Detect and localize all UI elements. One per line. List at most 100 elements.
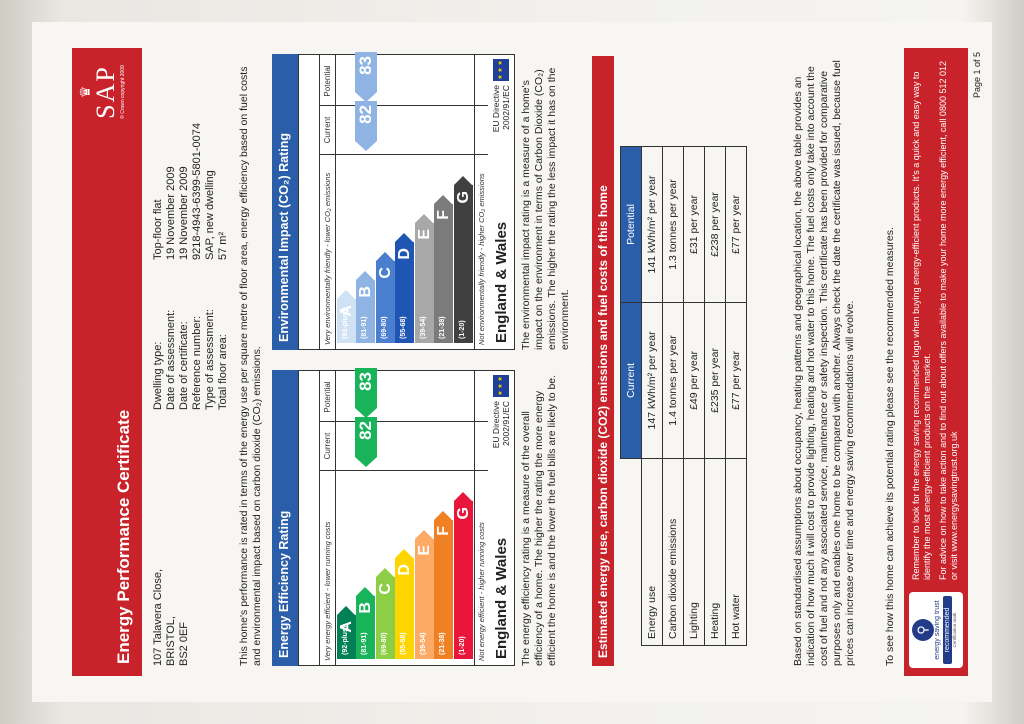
environment-description: The environmental impact rating is a mea…: [520, 67, 571, 350]
band-g: (1-20) G: [453, 185, 473, 343]
recommended-badge: recommended: [943, 596, 952, 664]
table-row: Energy use 147 kWh/m² per year 141 kWh/m…: [641, 146, 663, 646]
detail-value: 57 m²: [217, 231, 229, 260]
band-letter: A: [337, 305, 355, 317]
col-current-label: Current: [323, 116, 332, 144]
detail-label: Dwelling type:: [152, 341, 164, 410]
band-letter: F: [435, 526, 452, 536]
region-label: England & Wales: [493, 537, 510, 659]
divider: [474, 371, 475, 665]
row-potential: 1.3 tonnes per year: [662, 146, 684, 303]
sap-logo-text: SAP: [91, 65, 120, 119]
row-current: £49 per year: [683, 302, 705, 459]
chart-top-note: Very energy efficient - lower running co…: [323, 521, 332, 661]
band-letter: C: [376, 267, 394, 279]
divider: [319, 154, 489, 155]
row-label: Heating: [704, 458, 726, 646]
logo-word: trust: [934, 600, 941, 615]
detail-value: Top-floor flat: [152, 199, 164, 260]
address-block: 107 Talavera Close, BRISTOL, BS2 0EF: [152, 569, 191, 666]
band-b: (81-91) B: [356, 596, 375, 659]
band-a: (92-plus) A: [336, 299, 356, 343]
row-label: Carbon dioxide emissions: [662, 458, 684, 646]
chart-bottom-note: Not environmentally friendly - higher CO…: [477, 173, 486, 345]
intro-text: This home's performance is rated in term…: [238, 66, 263, 666]
band-c: (69-80) C: [375, 261, 395, 343]
divider: [319, 371, 320, 665]
detail-value: SAP, new dwelling: [204, 170, 216, 260]
table-row: Heating £235 per year £238 per year: [704, 146, 726, 646]
band-letter: C: [376, 583, 394, 595]
page-title: Energy Performance Certificate: [114, 409, 133, 664]
band-letter: D: [396, 564, 413, 576]
efficiency-description: The energy efficiency rating is a measur…: [520, 374, 558, 666]
band-range: (39-54): [419, 632, 427, 655]
row-current: 1.4 tonnes per year: [662, 302, 684, 459]
eu-directive-line: EU Directive: [491, 85, 501, 133]
eu-directive-line: EU Directive: [491, 401, 501, 449]
eu-flag-icon: ★ ★ ★: [493, 375, 509, 397]
logo-emblem-icon: ⚲: [912, 619, 934, 641]
row-potential: £31 per year: [683, 146, 705, 303]
row-potential: £238 per year: [704, 146, 726, 303]
certification-mark: Certification mark: [952, 612, 957, 648]
band-letter: B: [357, 602, 374, 614]
eu-directive: EU Directive 2002/91/EC: [491, 401, 511, 448]
crown-icon: ♛: [77, 85, 93, 99]
divider: [319, 105, 489, 106]
footer-text-2: For advice on how to take action and to …: [938, 61, 959, 580]
band-f: (21-38) F: [434, 204, 453, 343]
costs-title: Estimated energy use, carbon dioxide (CO…: [592, 56, 614, 666]
col-potential-label: Potential: [323, 65, 332, 97]
costs-table-wrap: Current Potential Energy use 147 kWh/m² …: [620, 146, 747, 646]
detail-value: 19 November 2009: [165, 166, 177, 260]
environment-footer: England & Wales EU Directive 2002/91/EC …: [488, 54, 515, 350]
band-e: (39-54) E: [414, 223, 434, 343]
logo-word: energy: [934, 638, 941, 660]
band-e: (39-54) E: [414, 539, 434, 659]
dwelling-details: Dwelling type: Top-floor flat Date of ass…: [152, 50, 230, 410]
row-potential: 141 kWh/m² per year: [641, 146, 663, 303]
eu-directive-line: 2002/91/EC: [501, 401, 511, 446]
band-range: (21-38): [439, 632, 446, 655]
current-rating-marker: 82: [354, 417, 377, 457]
detail-value: 19 November 2009: [178, 166, 190, 260]
header-bar: Energy Performance Certificate ♛ SAP © C…: [72, 48, 142, 676]
band-letter: B: [357, 286, 374, 298]
band-f: (21-38) F: [434, 520, 453, 659]
table-row: Lighting £49 per year £31 per year: [683, 146, 705, 646]
band-letter: A: [337, 621, 355, 633]
divider: [319, 55, 320, 349]
band-g: (1-20) G: [453, 501, 473, 659]
region-label: England & Wales: [493, 221, 510, 343]
potential-rating-marker: 83: [354, 368, 377, 408]
address-line: BS2 0EF: [178, 621, 190, 666]
divider: [319, 421, 489, 422]
row-current: 147 kWh/m² per year: [641, 302, 663, 459]
band-range: (81-91): [361, 316, 368, 339]
page-number: Page 1 of 5: [972, 52, 982, 99]
band-a: (92-plus) A: [336, 615, 356, 659]
divider: [319, 470, 489, 471]
sap-logo-tagline: © Crown copyright 2009: [120, 65, 126, 119]
footer-bar: ⚲ energy saving trust recommended Certif…: [904, 48, 968, 676]
table-header-row: Current Potential: [620, 146, 642, 646]
band-range: (81-91): [361, 632, 368, 655]
footer-text-1: Remember to look for the energy saving r…: [911, 71, 932, 580]
band-d: (55-68) D: [395, 242, 414, 343]
table-header-potential: Potential: [620, 146, 642, 303]
detail-label: Type of assessment:: [204, 309, 216, 410]
row-current: £77 per year: [725, 302, 747, 459]
eu-directive-line: 2002/91/EC: [501, 85, 511, 130]
row-label: Hot water: [725, 458, 747, 646]
col-potential-label: Potential: [323, 381, 332, 413]
band-range: (1-20): [458, 320, 466, 339]
band-range: (1-20): [458, 636, 466, 655]
efficiency-footer: England & Wales EU Directive 2002/91/EC …: [488, 370, 515, 666]
detail-label: Reference number:: [191, 315, 203, 410]
chart-bottom-note: Not energy efficient - higher running co…: [477, 522, 486, 661]
band-letter: F: [435, 210, 452, 220]
table-header-blank: [621, 458, 642, 645]
row-label: Energy use: [641, 458, 663, 646]
